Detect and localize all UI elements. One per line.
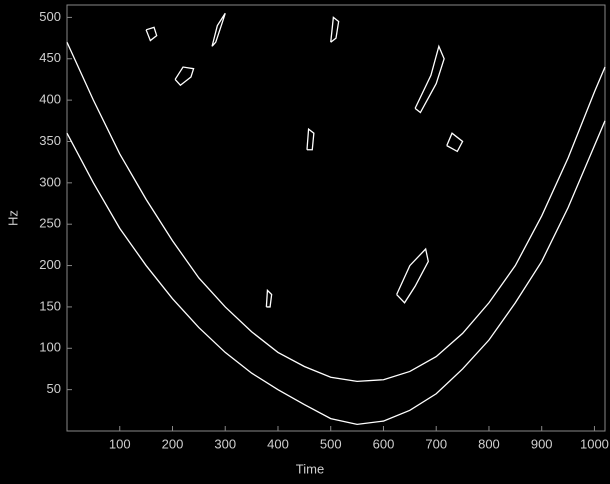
contour-line xyxy=(211,12,226,47)
contour-line xyxy=(174,66,195,87)
y-tick-label: 250 xyxy=(39,216,61,231)
y-tick-label: 500 xyxy=(39,9,61,24)
x-tick-label: 100 xyxy=(109,436,131,451)
contour-line xyxy=(66,41,606,383)
y-tick-label: 100 xyxy=(39,340,61,355)
x-tick-label: 400 xyxy=(267,436,289,451)
contour-line xyxy=(265,288,273,308)
contour-line xyxy=(145,26,158,42)
contour-line xyxy=(414,44,445,114)
x-tick-label: 1000 xyxy=(580,436,609,451)
x-tick-label: 600 xyxy=(373,436,395,451)
y-axis-label: Hz xyxy=(5,210,20,226)
x-tick-label: 300 xyxy=(214,436,236,451)
x-tick-label: 800 xyxy=(478,436,500,451)
x-tick-label: 200 xyxy=(162,436,184,451)
contour-line xyxy=(306,127,315,151)
x-tick-label: 900 xyxy=(531,436,553,451)
contour-line xyxy=(330,16,340,43)
y-tick-label: 150 xyxy=(39,298,61,313)
y-tick-label: 50 xyxy=(47,381,61,396)
y-tick-label: 450 xyxy=(39,50,61,65)
x-tick-label: 700 xyxy=(425,436,447,451)
contour-line xyxy=(396,247,429,304)
y-tick-label: 400 xyxy=(39,92,61,107)
y-tick-label: 200 xyxy=(39,257,61,272)
plot-frame xyxy=(66,4,606,432)
contour-line xyxy=(66,120,606,426)
y-tick-label: 350 xyxy=(39,133,61,148)
y-tick-label: 300 xyxy=(39,174,61,189)
contour-line xyxy=(446,132,464,153)
x-axis-label: Time xyxy=(296,461,324,476)
x-tick-label: 500 xyxy=(320,436,342,451)
